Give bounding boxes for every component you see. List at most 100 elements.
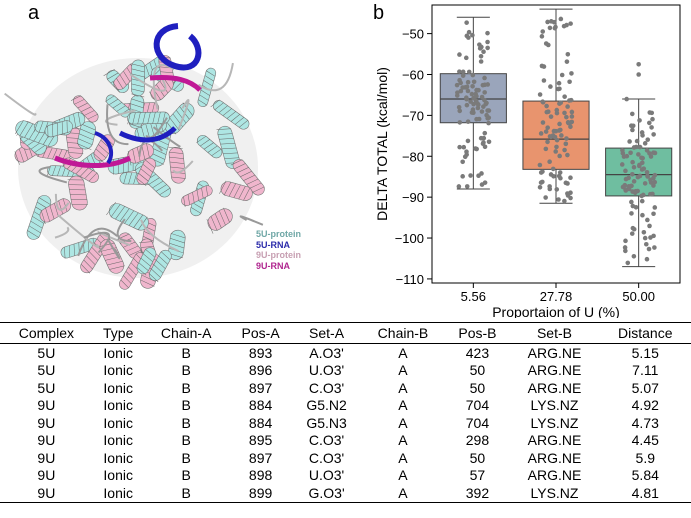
helix-stripe [86,255,96,265]
outlier-point [636,72,641,77]
data-point [553,24,558,30]
data-point [465,119,471,124]
protein-loop [116,218,132,243]
helix-stripe [133,214,144,228]
helix-stripe [148,273,159,283]
protein-helix [105,94,131,118]
data-point [644,256,650,262]
data-point [564,59,570,64]
helix-stripe [81,123,96,131]
helix-stripe [138,173,149,182]
data-point [478,135,484,141]
table-cell: 4.73 [631,414,659,431]
helix-stripe [210,99,220,108]
helix-stripe [162,111,166,124]
helix-stripe [138,262,149,271]
table-cell: A [398,362,408,379]
table-cell: 4.92 [631,397,659,414]
data-point [548,84,553,89]
helix-stripe [183,196,186,207]
data-point [554,187,560,192]
data-point [538,131,544,136]
data-point [482,90,487,95]
data-point [556,80,562,86]
protein-helix [148,249,172,283]
protein-loop [106,104,129,146]
data-point [652,179,658,185]
data-point [652,150,658,156]
protein-helix [136,157,157,186]
helix-stripe [234,117,245,125]
helix-stripe [170,238,185,244]
data-point [568,124,573,130]
data-point [558,100,564,105]
helix-stripe [131,68,145,73]
data-point [483,101,489,107]
table-cell: 57 [469,467,486,484]
helix-stripe [200,139,210,147]
data-point [568,195,573,201]
helix-stripe [73,113,77,128]
protein-helix [168,146,186,184]
data-point [631,179,637,184]
helix-stripe [33,120,39,132]
data-point [645,137,651,142]
helix-stripe [52,148,58,160]
data-point [466,35,471,40]
table-cell: G5.N2 [306,397,347,414]
table-row: 9U Ionic B 898 U.O3' A 57 ARG.NE 5.84 [0,467,691,485]
helix-stripe [80,167,89,177]
box-27.78 [522,8,590,204]
table-cell: 9U [37,397,56,414]
panel-a-label: a [28,2,40,24]
data-point [456,105,462,110]
helix-stripe [116,78,124,89]
helix-stripe [128,123,142,128]
data-point [540,29,546,34]
helix-stripe [130,103,144,109]
x-axis-label: Proportaion of U (%) [492,304,620,318]
data-point [623,168,628,174]
column-header: Set-B [509,322,600,344]
helix-stripe [98,144,109,154]
helix-stripe [233,163,246,170]
data-point [474,146,479,152]
data-point [548,114,554,119]
table-cell: 4.45 [631,432,659,449]
helix-stripe [238,186,246,200]
data-point [552,134,558,140]
helix-body [131,59,145,97]
protein-loop [197,62,234,92]
data-point [637,118,642,123]
helix-stripe [132,149,136,164]
data-point [639,193,644,199]
data-point [486,139,492,145]
protein-helix [106,201,149,231]
protein-helix [127,111,170,125]
data-point [457,77,462,83]
helix-stripe [206,219,214,234]
helix-stripe [140,258,151,267]
table-row: 5U Ionic B 893 A.O3' A 423 ARG.NE 5.15 [0,344,691,362]
table-cell: A [398,379,408,396]
data-point [559,133,564,138]
legend-9u-rna: 9U-RNA [256,260,291,271]
helix-stripe [252,186,265,193]
table-row: 9U Ionic B 884 G5.N2 A 704 LYS.NZ 4.92 [0,397,691,415]
table-cell: Ionic [103,432,133,449]
table-cell: ARG.NE [527,379,582,396]
data-point [652,172,658,178]
y-tick-label: −60 [402,68,424,83]
helix-stripe [176,110,187,124]
helix-stripe [123,275,132,284]
data-point [543,129,549,134]
table-cell: B [143,484,229,503]
data-point [543,195,548,200]
helix-stripe [190,207,202,214]
data-point [544,103,549,109]
protein-loop [140,219,179,253]
data-point [569,109,575,115]
helix-stripe [146,102,150,114]
table-cell: 704 [465,414,490,431]
helix-stripe [214,213,222,229]
